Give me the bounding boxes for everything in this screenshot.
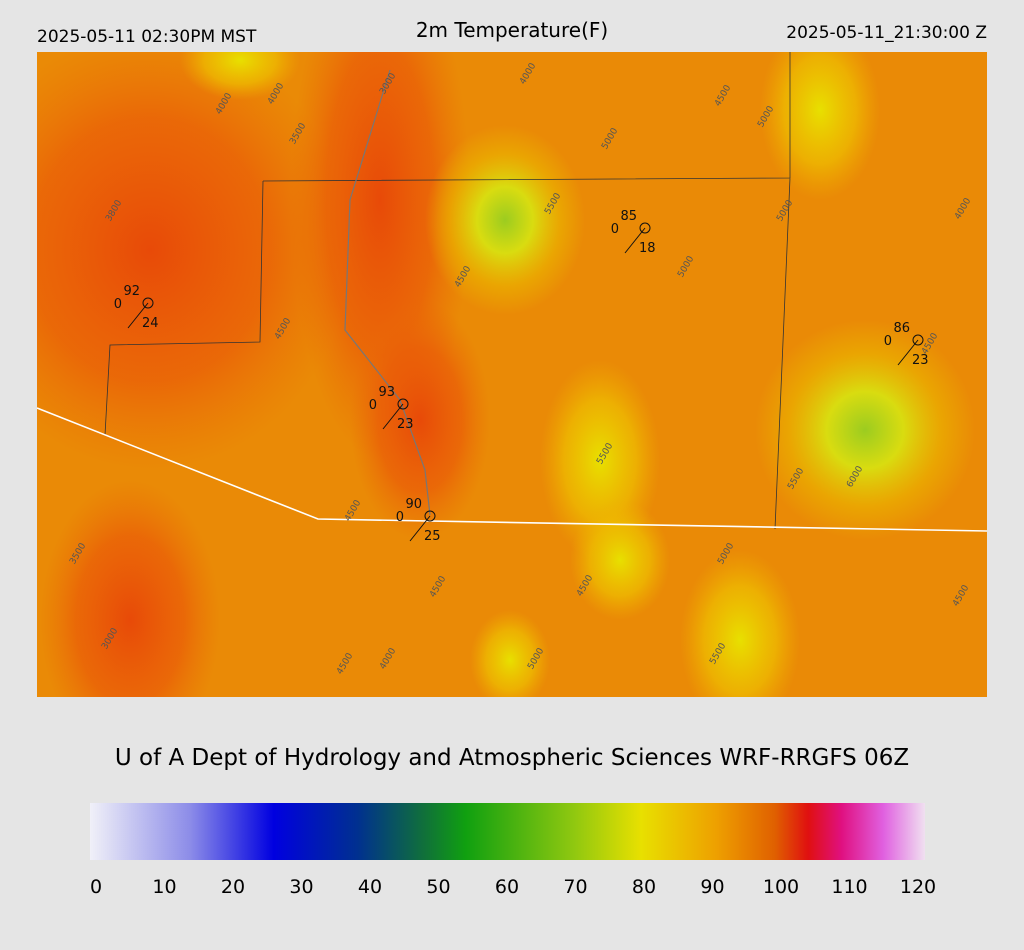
valid-utc-time: 2025-05-11_21:30:00 Z <box>786 23 987 43</box>
colorbar-tick-label: 120 <box>900 876 936 898</box>
colorbar-tick-label: 70 <box>563 876 587 898</box>
footer-credit: U of A Dept of Hydrology and Atmospheric… <box>115 745 909 771</box>
station-temp: 93 <box>378 385 395 400</box>
colorbar-tick-label: 90 <box>700 876 724 898</box>
station-dewpoint: 0 <box>369 398 377 413</box>
station-marker <box>912 334 924 346</box>
wind-barb <box>897 339 919 366</box>
station-wind: 23 <box>912 353 929 368</box>
station-marker <box>424 510 436 522</box>
valid-local-time: 2025-05-11 02:30PM MST <box>37 27 257 47</box>
station-marker <box>639 222 651 234</box>
station-temp: 92 <box>123 284 140 299</box>
colorbar-tick-label: 100 <box>763 876 799 898</box>
wind-barb <box>382 403 404 430</box>
colorbar-tick-label: 110 <box>831 876 867 898</box>
station-wind: 25 <box>424 529 441 544</box>
colorbar <box>90 803 925 860</box>
colorbar-tick-label: 20 <box>221 876 245 898</box>
wind-barb <box>127 302 149 329</box>
wind-barb <box>624 227 646 254</box>
station-wind: 23 <box>397 417 414 432</box>
station-temp: 90 <box>405 497 422 512</box>
colorbar-tick-label: 0 <box>90 876 102 898</box>
station-temp: 86 <box>893 321 910 336</box>
colorbar-tick-label: 80 <box>632 876 656 898</box>
station-temp: 85 <box>620 209 637 224</box>
temperature-field <box>37 52 987 697</box>
station-marker <box>142 297 154 309</box>
colorbar-tick-label: 60 <box>495 876 519 898</box>
station-wind: 24 <box>142 316 159 331</box>
map-title: 2m Temperature(F) <box>416 18 608 42</box>
wind-barb <box>409 515 431 542</box>
colorbar-tick-label: 40 <box>358 876 382 898</box>
station-dewpoint: 0 <box>396 510 404 525</box>
colorbar-tick-label: 30 <box>289 876 313 898</box>
station-wind: 18 <box>639 241 656 256</box>
station-dewpoint: 0 <box>114 297 122 312</box>
station-dewpoint: 0 <box>884 334 892 349</box>
colorbar-tick-label: 50 <box>426 876 450 898</box>
station-marker <box>397 398 409 410</box>
station-dewpoint: 0 <box>611 222 619 237</box>
colorbar-tick-label: 10 <box>152 876 176 898</box>
